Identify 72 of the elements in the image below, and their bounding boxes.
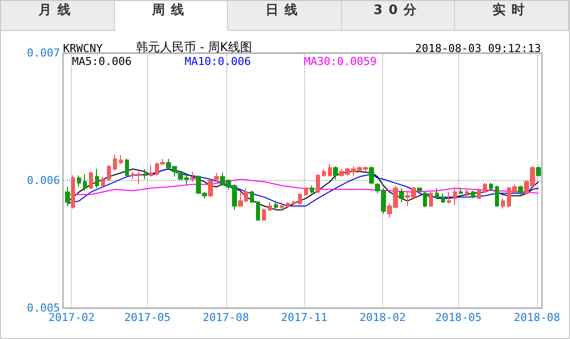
candlestick [322,168,326,178]
text: 月线 [1,1,115,31]
candlestick [536,166,541,178]
candlestick [101,176,105,189]
text: 30分 [342,1,456,31]
x-tick-label: 2017-05 [124,311,171,324]
x-tick-label: 2018-02 [359,311,406,324]
candlestick [310,185,314,194]
candlestick [190,171,195,182]
candlestick [489,182,493,192]
candlestick [465,188,469,198]
candlestick [143,168,147,180]
candlestick [399,188,404,203]
annotation: KRWCNY [63,42,104,55]
annotation: 2018-08-03 09:12:13 [415,42,542,55]
candlestick [298,192,302,206]
x-tick-label: 2018-08 [514,311,560,324]
candlestick [214,172,219,182]
candlestick [256,200,260,221]
candlestick [495,185,499,206]
candlestick [107,164,111,181]
x-tick-label: 2017-11 [281,311,328,324]
candlestick [250,190,254,203]
candlestick [447,191,451,204]
candlestick [435,188,439,199]
x-tick-label: 2017-02 [48,311,95,324]
candlestick [131,171,135,180]
text: MA10:0.006 [184,55,251,68]
candlestick [429,191,433,206]
candlestick [274,200,278,210]
x-tick-label: 2018-05 [435,311,482,324]
candlestick [149,164,153,178]
candlestick [268,202,272,212]
candlestick [113,154,117,171]
candlestick [518,185,523,196]
candlestick [262,208,266,221]
candlestick [71,174,75,210]
candlestick [459,188,463,194]
candlestick [483,182,487,194]
candlestick [292,200,296,208]
text: MA30:0.0059 [304,55,377,68]
candlestick [417,188,422,192]
candlestick [125,158,129,176]
candlestick [95,168,99,189]
text: 实时 [455,1,569,31]
candlestick [369,166,374,185]
candlestick [119,154,123,164]
candlestick [280,202,284,210]
x-tick-label: 2017-08 [202,311,249,324]
candlestick [333,166,338,180]
candlestick [137,171,141,185]
chart-title: 韩元人民币 - 周K线图 [136,40,252,54]
candlestick [471,190,475,199]
text: 日线 [228,1,342,31]
y-tick-label: 0.006 [26,174,60,187]
candlestick [286,202,290,210]
y-tick-label: 0.007 [26,46,60,60]
candlestick [89,171,93,189]
candlestick [316,174,320,194]
candlestick [304,188,308,196]
candlestick [453,188,457,206]
candlestick [328,163,332,178]
text: 周线 [114,1,228,31]
candlestick [441,192,445,203]
candlestick [77,174,81,188]
candlestick [501,198,505,210]
candlestick [477,188,481,199]
text: MA5:0.006 [72,55,132,68]
candlestick [65,186,70,206]
candlestick [83,174,87,192]
candlestick [208,178,213,198]
candlestick [423,191,427,208]
